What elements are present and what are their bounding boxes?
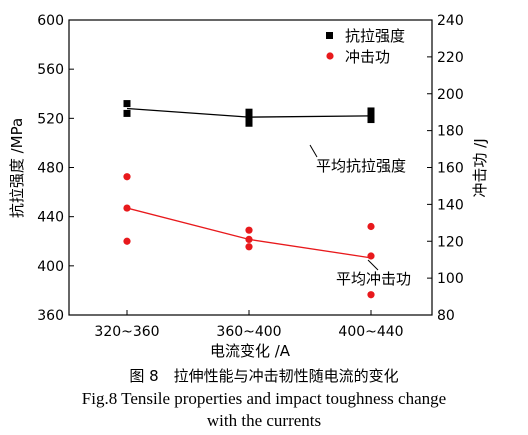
left-tick-label: 560 bbox=[37, 62, 64, 78]
annotation-mean-tensile: 平均抗拉强度 bbox=[309, 144, 406, 175]
left-tick-label: 600 bbox=[37, 13, 64, 29]
left-tick-label: 440 bbox=[37, 210, 64, 226]
tensile-point bbox=[245, 113, 253, 121]
impact-point bbox=[367, 252, 375, 260]
tensile-point bbox=[367, 107, 375, 115]
tensile-point bbox=[367, 111, 375, 119]
tensile-point bbox=[123, 100, 131, 108]
tensile-point bbox=[245, 119, 253, 127]
right-tick-label: 200 bbox=[437, 87, 464, 103]
legend: 抗拉强度 冲击功 bbox=[326, 27, 405, 66]
right-tick-label: 100 bbox=[437, 271, 464, 287]
impact-point bbox=[245, 235, 253, 244]
x-tick-label: 360~400 bbox=[216, 324, 281, 340]
data-points bbox=[123, 100, 375, 299]
y-axis-label-right: 冲击功 /J bbox=[471, 138, 489, 197]
impact-point bbox=[123, 204, 131, 212]
left-tick-label: 400 bbox=[37, 259, 64, 275]
annotation-leader-impact bbox=[367, 259, 379, 271]
impact-point bbox=[367, 291, 375, 299]
right-tick-label: 160 bbox=[437, 161, 464, 177]
legend-marker-impact bbox=[326, 52, 334, 60]
impact-point bbox=[367, 222, 375, 231]
x-axis-ticks: 320~360 360~400 400~440 bbox=[94, 310, 404, 340]
annotation-label-tensile: 平均抗拉强度 bbox=[316, 157, 406, 175]
right-tick-label: 240 bbox=[437, 13, 464, 29]
mean-lines bbox=[126, 107, 372, 259]
legend-label-impact: 冲击功 bbox=[345, 48, 390, 66]
annotation-label-impact: 平均冲击功 bbox=[336, 270, 411, 288]
right-tick-label: 120 bbox=[437, 234, 464, 250]
annotation-leader-tensile bbox=[309, 144, 318, 158]
impact-point bbox=[245, 226, 253, 234]
legend-label-tensile: 抗拉强度 bbox=[345, 27, 405, 45]
x-tick-label: 400~440 bbox=[338, 324, 403, 340]
x-tick-label: 320~360 bbox=[94, 324, 159, 340]
left-tick-label: 520 bbox=[37, 111, 64, 127]
left-tick-label: 480 bbox=[37, 161, 64, 177]
figure-caption-en-line2: with the currents bbox=[207, 411, 321, 430]
figure-caption-cn: 图 8 拉伸性能与冲击韧性随电流的变化 bbox=[129, 367, 398, 385]
impact-point bbox=[245, 243, 253, 251]
figure-caption-en-line1: Fig.8 Tensile properties and impact toug… bbox=[82, 389, 446, 408]
right-tick-label: 140 bbox=[437, 197, 464, 213]
right-tick-label: 80 bbox=[437, 308, 455, 324]
right-tick-label: 180 bbox=[437, 124, 464, 140]
x-axis-label: 电流变化 /A bbox=[210, 342, 291, 360]
tensile-point bbox=[123, 109, 131, 117]
left-axis-ticks: 360 400 440 480 520 560 600 bbox=[37, 13, 74, 324]
annotation-mean-impact: 平均冲击功 bbox=[336, 259, 411, 288]
tensile-point bbox=[245, 108, 253, 116]
left-tick-label: 360 bbox=[37, 308, 64, 324]
y-axis-label-left: 抗拉强度 /MPa bbox=[8, 118, 26, 218]
impact-point bbox=[123, 173, 131, 181]
right-axis-ticks: 80 100 120 140 160 180 200 220 240 bbox=[427, 13, 464, 324]
tensile-point bbox=[367, 116, 375, 124]
impact-point bbox=[123, 237, 131, 245]
right-tick-label: 220 bbox=[437, 50, 464, 66]
legend-marker-tensile bbox=[326, 32, 333, 39]
